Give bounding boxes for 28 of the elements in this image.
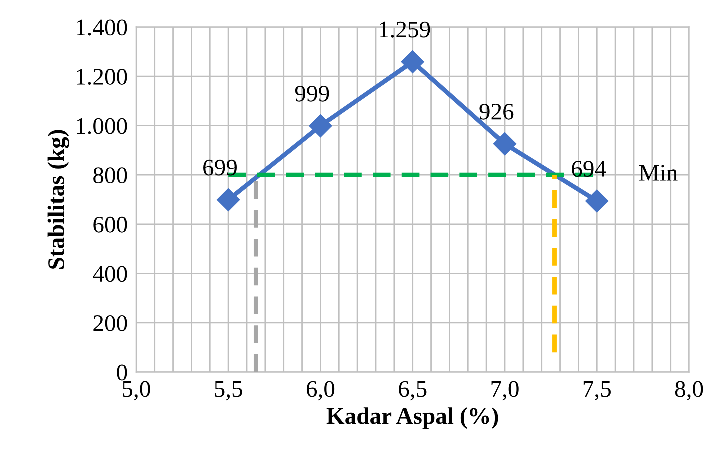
x-axis-title: Kadar Aspal (%) bbox=[326, 408, 498, 429]
data-label: 1.259 bbox=[380, 22, 430, 38]
x-tick-label: 6,5 bbox=[399, 381, 427, 401]
point bbox=[401, 50, 424, 74]
x-tick-label: 5,5 bbox=[215, 382, 242, 401]
y-tick-label: 0 bbox=[117, 364, 128, 381]
point bbox=[217, 188, 240, 212]
data-label: 699 bbox=[204, 160, 237, 176]
data-label: 694 bbox=[572, 161, 606, 177]
x-tick-label: 7,0 bbox=[492, 381, 519, 401]
y-tick-label: 1.000 bbox=[77, 118, 128, 134]
y-tick-label: 800 bbox=[94, 168, 128, 184]
data-label: 999 bbox=[295, 86, 330, 102]
point bbox=[586, 190, 609, 213]
y-tick-label: 1.200 bbox=[77, 69, 128, 86]
annotation: Min bbox=[639, 165, 678, 181]
y-axis-title: Stabilitas (kg) bbox=[48, 130, 70, 270]
x-tick-label: 8,0 bbox=[675, 381, 704, 401]
data-label: 926 bbox=[480, 104, 514, 120]
y-tick-label: 400 bbox=[93, 266, 128, 282]
x-tick-label: 6,0 bbox=[306, 381, 335, 401]
point bbox=[309, 114, 332, 138]
point bbox=[493, 132, 516, 156]
x-tick-label: 7,5 bbox=[584, 382, 611, 401]
y-tick-label: 200 bbox=[94, 315, 128, 332]
y-tick-label: 1.400 bbox=[77, 20, 128, 36]
y-tick-label: 600 bbox=[94, 216, 128, 233]
x-tick-label: 5,0 bbox=[123, 381, 150, 401]
